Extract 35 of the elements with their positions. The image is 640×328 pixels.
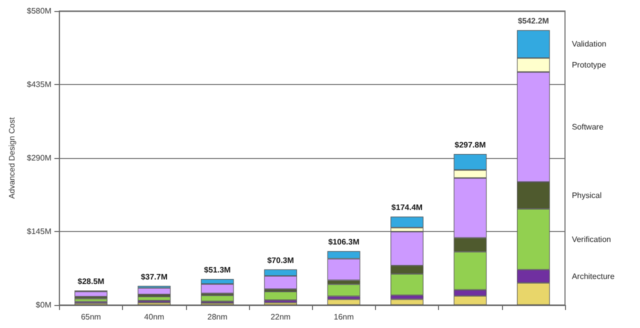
y-axis-title: Advanced Design Cost bbox=[8, 116, 16, 199]
bar bbox=[200, 295, 234, 302]
y-tick-label: $290M bbox=[26, 154, 52, 162]
total-label: $174.4M bbox=[391, 203, 423, 212]
y-tick-label: $580M bbox=[26, 6, 52, 16]
total-label: $297.8M bbox=[454, 140, 486, 150]
text: Physical bbox=[572, 190, 602, 200]
text: Validation bbox=[572, 40, 606, 49]
total-label: $28.5M bbox=[78, 277, 105, 286]
x-tick-label: 22nm bbox=[270, 312, 291, 322]
bar bbox=[390, 299, 424, 305]
text: Architecture bbox=[572, 272, 616, 281]
bar bbox=[390, 216, 424, 228]
bar bbox=[138, 288, 171, 295]
bar bbox=[327, 284, 360, 296]
bar bbox=[74, 292, 108, 297]
x-tick-label: 28nm bbox=[207, 312, 228, 322]
text: Prototype bbox=[572, 60, 607, 70]
bar bbox=[74, 298, 108, 302]
total-label: $542.2M bbox=[518, 16, 550, 26]
y-tick-label: $435M bbox=[26, 80, 52, 89]
bar bbox=[327, 299, 360, 305]
x-tick-label: 16nm bbox=[334, 312, 354, 322]
total-label: $106.3M bbox=[328, 238, 360, 247]
bar bbox=[264, 292, 298, 300]
text: Software bbox=[572, 122, 604, 132]
total-label: $37.7M bbox=[140, 272, 168, 282]
total-label: $51.3M bbox=[204, 265, 232, 274]
x-tick-label: 40nm bbox=[144, 312, 165, 322]
y-tick-label: $145M bbox=[26, 227, 52, 236]
text: Verification bbox=[572, 234, 611, 244]
y-tick-label: $0M bbox=[36, 300, 52, 310]
x-tick-label: 65nm bbox=[80, 312, 102, 322]
total-label: $70.3M bbox=[267, 256, 294, 265]
bar bbox=[138, 296, 171, 301]
